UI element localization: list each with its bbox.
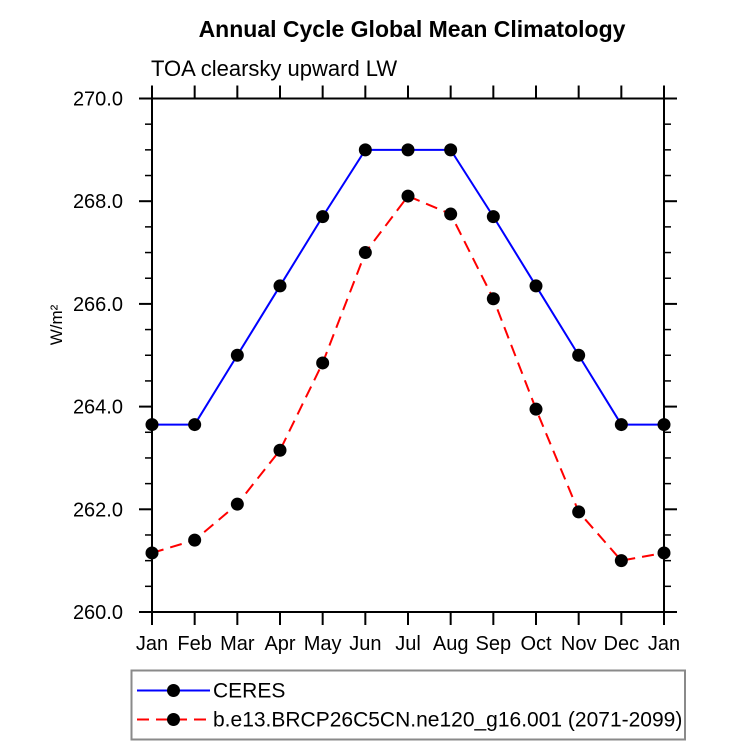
series-0-marker	[358, 143, 372, 157]
series-1-marker	[401, 189, 415, 203]
chart-subtitle: TOA clearsky upward LW	[151, 56, 398, 81]
x-tick-label: Feb	[177, 633, 211, 655]
series-0-marker	[316, 210, 330, 224]
x-tick-label: Sep	[476, 633, 512, 655]
series-1-marker	[486, 292, 500, 306]
series-0-marker	[273, 279, 287, 293]
y-tick-label: 270.0	[73, 89, 123, 111]
series-0-marker	[230, 348, 244, 362]
y-tick-label: 262.0	[73, 499, 123, 521]
series-1-marker	[358, 246, 372, 260]
series-1-marker	[572, 505, 586, 519]
series-1-marker	[230, 497, 244, 511]
x-tick-label: Oct	[520, 633, 552, 655]
x-tick-label: Jan	[136, 633, 168, 655]
legend-label-0: CERES	[213, 680, 285, 703]
y-tick-label: 268.0	[73, 191, 123, 213]
series-0-marker	[572, 348, 586, 362]
y-tick-label: 264.0	[73, 397, 123, 419]
series-0-marker	[657, 418, 671, 432]
series-0-marker	[614, 418, 628, 432]
y-axis-title: W/m²	[47, 304, 66, 345]
x-tick-label: Dec	[604, 633, 640, 655]
x-tick-label: Mar	[220, 633, 255, 655]
series-1-marker	[273, 443, 287, 457]
x-tick-label: Aug	[433, 633, 469, 655]
series-0-marker	[188, 418, 202, 432]
legend-box	[130, 669, 686, 741]
series-0-marker	[401, 143, 415, 157]
legend-label-1: b.e13.BRCP26C5CN.ne120_g16.001 (2071-209…	[213, 709, 682, 732]
series-1-marker	[145, 546, 159, 560]
x-tick-label: May	[304, 633, 342, 655]
legend-marker-1	[167, 713, 180, 726]
series-1-marker	[316, 356, 330, 370]
series-1-marker	[444, 207, 458, 221]
y-tick-label: 260.0	[73, 602, 123, 624]
x-tick-label: Jul	[395, 633, 421, 655]
series-1-marker	[657, 546, 671, 560]
x-tick-label: Apr	[264, 633, 295, 655]
series-0-marker	[486, 210, 500, 224]
x-tick-label: Jan	[648, 633, 680, 655]
legend-marker-0	[167, 684, 180, 697]
series-1-marker	[188, 533, 202, 547]
chart-title: Annual Cycle Global Mean Climatology	[198, 16, 626, 42]
x-tick-label: Jun	[349, 633, 381, 655]
series-1-marker	[614, 554, 628, 568]
series-0-marker	[529, 279, 543, 293]
series-line-1	[151, 194, 665, 562]
series-0-marker	[444, 143, 458, 157]
plot-frame	[151, 97, 665, 613]
y-tick-label: 266.0	[73, 294, 123, 316]
series-1-marker	[529, 402, 543, 416]
series-0-marker	[145, 418, 159, 432]
x-tick-label: Nov	[561, 633, 597, 655]
